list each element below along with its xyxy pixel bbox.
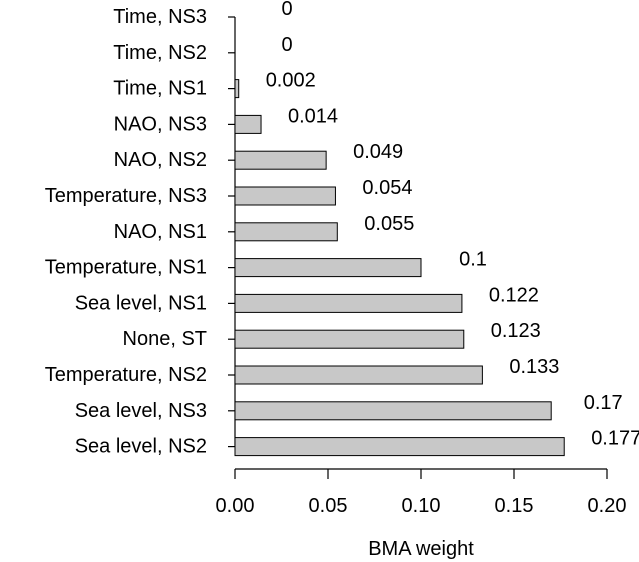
category-label: Sea level, NS2 xyxy=(75,436,207,458)
category-label: Temperature, NS3 xyxy=(45,185,207,207)
category-label: Time, NS3 xyxy=(113,6,207,28)
category-label: Sea level, NS3 xyxy=(75,400,207,422)
bar xyxy=(234,401,552,421)
x-tick-label: 0.05 xyxy=(309,495,348,517)
value-label: 0.123 xyxy=(491,320,541,342)
bar xyxy=(234,150,327,170)
bar xyxy=(234,293,463,313)
value-label: 0.1 xyxy=(459,249,487,271)
category-label: Time, NS1 xyxy=(113,78,207,100)
value-label: 0.133 xyxy=(509,356,559,378)
category-label: Temperature, NS1 xyxy=(45,257,207,279)
category-label: None, ST xyxy=(123,328,207,350)
x-tick-label: 0.00 xyxy=(216,495,255,517)
bar xyxy=(234,222,338,242)
value-label: 0.002 xyxy=(266,70,316,92)
category-label: NAO, NS3 xyxy=(114,113,207,135)
value-labels: 0 0 0.002 0.014 0.049 0.054 0.055 0.10.122 0.123… xyxy=(266,0,639,450)
category-label: Time, NS2 xyxy=(113,42,207,64)
x-axis-title: BMA weight xyxy=(368,538,474,560)
bar xyxy=(234,437,565,457)
value-label: 0 xyxy=(281,34,292,56)
bar xyxy=(234,186,336,206)
bar xyxy=(234,79,240,99)
bar xyxy=(234,365,483,385)
bar xyxy=(234,258,422,278)
bar xyxy=(234,114,262,134)
value-label: 0.177 xyxy=(591,428,639,450)
value-label: 0.122 xyxy=(489,284,539,306)
y-axis: Time, NS3 Time, NS2 Time, NS1 NAO, NS3 NAO, … xyxy=(45,6,236,458)
category-label: NAO, NS1 xyxy=(114,221,207,243)
category-label: Temperature, NS2 xyxy=(45,364,207,386)
bars xyxy=(234,79,565,457)
value-label: 0.049 xyxy=(353,141,403,163)
x-tick-label: 0.15 xyxy=(495,495,534,517)
value-label: 0.055 xyxy=(364,213,414,235)
category-label: NAO, NS2 xyxy=(114,149,207,171)
value-label: 0.17 xyxy=(584,392,623,414)
x-tick-label: 0.10 xyxy=(402,495,441,517)
category-label: Sea level, NS1 xyxy=(75,292,207,314)
value-label: 0.054 xyxy=(362,177,412,199)
bar xyxy=(234,329,465,349)
value-label: 0.014 xyxy=(288,105,338,127)
x-tick-label: 0.20 xyxy=(588,495,627,517)
x-axis: 0.00 0.05 0.10 0.15 0.20 xyxy=(216,468,627,517)
value-label: 0 xyxy=(281,0,292,20)
